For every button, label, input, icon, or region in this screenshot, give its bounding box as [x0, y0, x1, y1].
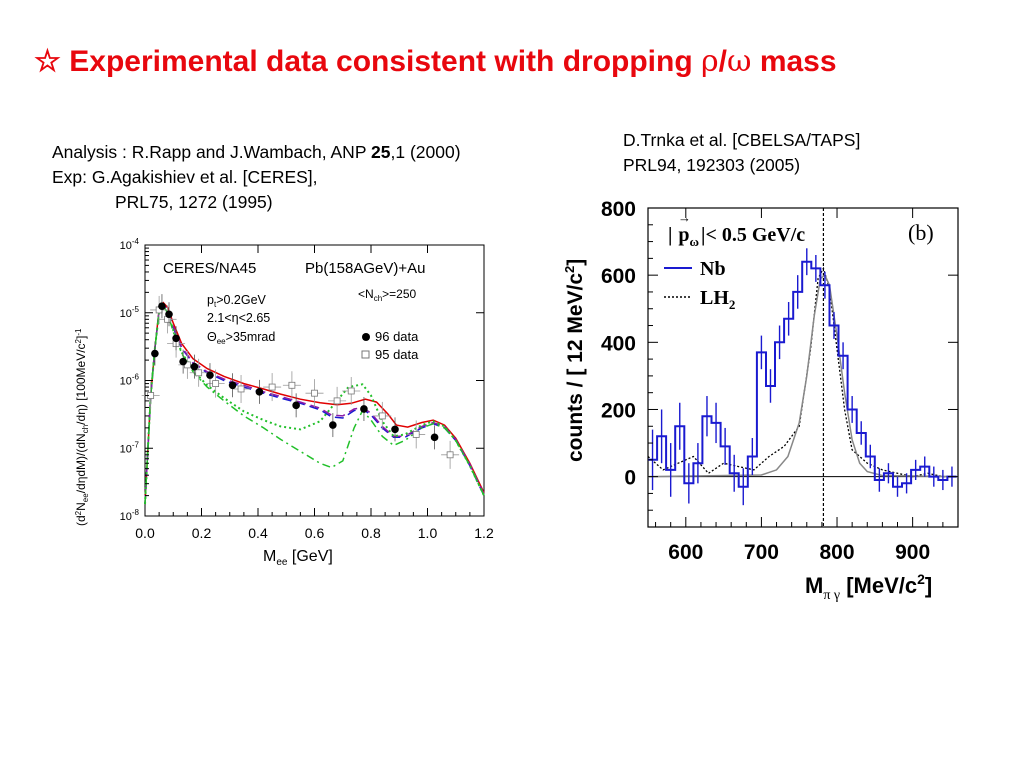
legend-96-label: 96 data	[375, 329, 419, 344]
data95-point	[378, 412, 386, 420]
ceres-curve-2	[144, 303, 485, 505]
nb-histogram	[648, 260, 957, 488]
ceres-x-axis-label: Mee [GeV]	[263, 548, 333, 568]
ceres-data-points	[141, 294, 460, 469]
legend-nb-label: Nb	[700, 258, 726, 280]
ceres-eta-cut: 2.1<η<2.65	[207, 311, 270, 325]
title-text: Experimental data consistent with droppi…	[69, 45, 693, 78]
reference-exp-line: Exp: G.Agakishiev et al. [CERES],	[52, 167, 318, 187]
data96-point	[206, 371, 214, 379]
ceres-curves	[144, 301, 485, 505]
ceres-experiment-label: CERES/NA45	[163, 260, 256, 277]
ceres-curve-3	[144, 304, 485, 505]
data96-point	[190, 362, 199, 371]
reference-trnka-line1: D.Trnka et al. [CBELSA/TAPS]	[623, 130, 861, 150]
y-tick-label: 10-7	[120, 440, 140, 455]
data95-point	[347, 387, 355, 395]
data96-point	[255, 388, 264, 396]
data95-point	[212, 380, 220, 388]
star-icon: ☆	[34, 45, 61, 78]
fit-curve	[647, 274, 959, 478]
ceres-theta-cut: Θee>35mrad	[207, 330, 275, 346]
x-tick-label: 0.6	[305, 525, 325, 541]
data96-point	[391, 425, 399, 434]
legend-lh2-label: LH2	[700, 287, 735, 312]
x-tick-label: 600	[668, 541, 703, 564]
data96-point	[228, 381, 237, 390]
data96-point	[179, 357, 187, 366]
y-tick-label: 400	[601, 332, 636, 355]
data96-point	[430, 433, 439, 442]
ceres-curve-0	[144, 301, 485, 505]
slide-title: ☆ Experimental data consistent with drop…	[34, 44, 837, 79]
data96-point	[292, 401, 300, 410]
legend-95-marker	[361, 350, 370, 359]
data95-point	[446, 451, 454, 459]
title-end: mass	[759, 45, 837, 78]
data96-point	[329, 421, 337, 429]
data96-point	[165, 310, 173, 319]
ceres-y-axis-label: (d2Nee/dηdM)/(dNch/dη) [100MeV/c2]-1	[74, 328, 90, 526]
data95-point	[195, 369, 203, 377]
reference-analysis-line: Analysis : R.Rapp and J.Wambach, ANP 25,…	[52, 140, 461, 165]
data96-point	[172, 334, 180, 343]
y-tick-label: 10-6	[120, 373, 140, 388]
taps-series	[647, 248, 959, 506]
data95-point	[311, 389, 318, 397]
lh2-curve	[647, 266, 958, 478]
x-tick-label: 0.0	[135, 525, 155, 541]
taps-y-axis-label: counts / [ 12 MeV/c2]	[562, 259, 587, 462]
x-tick-label: 800	[820, 541, 855, 564]
reference-analysis-suffix: ,1 (2000)	[390, 142, 461, 162]
ceres-ticks: 0.0 0.2 0.4 0.6 0.8 1.0 1.2 10-8 10-7 10-6 10-5 10-…	[120, 237, 494, 541]
ceres-nch-label: <Nch>=250	[358, 287, 417, 303]
ceres-curve-1	[144, 303, 485, 505]
reference-trnka-line2: PRL94, 192303 (2005)	[623, 155, 801, 175]
taps-ticks: 600 700 800 900 0 200 400 600 800	[601, 198, 958, 564]
reference-analysis-volume: 25	[371, 142, 391, 162]
x-tick-label: 0.8	[361, 525, 381, 541]
x-tick-label: 1.2	[474, 525, 494, 541]
title-omega: ω	[727, 44, 752, 79]
legend-96-marker	[362, 333, 370, 341]
y-tick-label: 10-8	[120, 508, 140, 523]
ceres-curve-4	[144, 304, 485, 505]
y-tick-label: 600	[601, 265, 636, 288]
data96-point	[151, 349, 159, 358]
reference-trnka: D.Trnka et al. [CBELSA/TAPS] PRL94, 1923…	[623, 128, 860, 178]
x-tick-label: 900	[895, 541, 930, 564]
data96-point	[158, 302, 166, 310]
ceres-pt-cut: pt>0.2GeV	[207, 293, 267, 309]
y-tick-label: 800	[601, 198, 636, 221]
taps-x-axis-label: Mπ γ [MeV/c2]	[805, 571, 932, 603]
data95-point	[237, 385, 245, 393]
reference-analysis-prefix: Analysis : R.Rapp and J.Wambach, ANP	[52, 142, 372, 162]
taps-axes-box	[647, 207, 959, 528]
taps-panel-label: (b)	[908, 220, 934, 245]
taps-momentum-cut: | pω |< 0.5 GeV/c	[668, 224, 805, 249]
title-slash: /	[718, 45, 727, 78]
reference-exp-journal: PRL75, 1272 (1995)	[115, 192, 273, 212]
data95-point	[412, 431, 420, 438]
data96-point	[360, 405, 368, 413]
y-tick-label: 10-5	[120, 305, 140, 320]
legend-95-label: 95 data	[375, 347, 419, 362]
title-rho: ρ	[701, 44, 719, 79]
taps-momentum-arrow: →	[678, 210, 691, 225]
x-tick-label: 0.4	[248, 525, 268, 541]
x-tick-label: 1.0	[418, 525, 438, 541]
y-tick-label: 0	[624, 467, 636, 490]
x-tick-label: 0.2	[192, 525, 212, 541]
reference-rapp: Analysis : R.Rapp and J.Wambach, ANP 25,…	[52, 140, 461, 215]
x-tick-label: 700	[744, 541, 779, 564]
y-tick-label: 200	[601, 399, 636, 422]
ceres-system-label: Pb(158AGeV)+Au	[305, 260, 426, 277]
y-tick-label: 10-4	[120, 237, 140, 252]
data95-point	[268, 383, 276, 391]
data95-point	[288, 381, 296, 389]
data95-point	[333, 397, 341, 405]
